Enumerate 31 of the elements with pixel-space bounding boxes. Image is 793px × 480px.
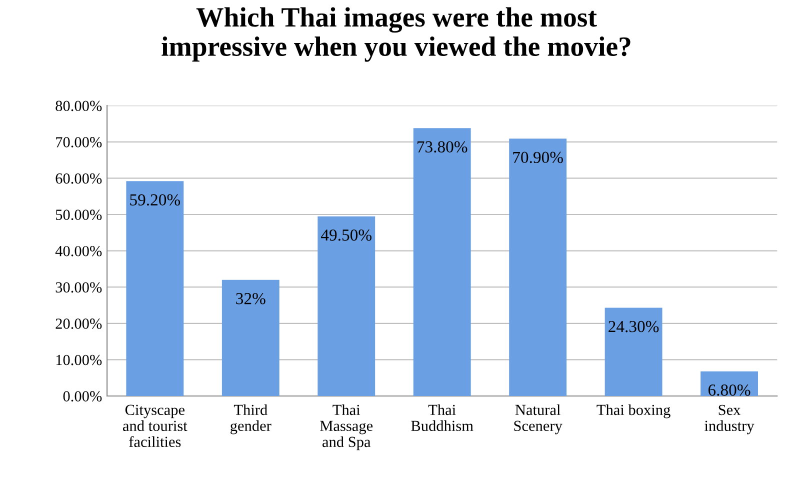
y-tick-label: 70.00% xyxy=(56,137,102,148)
x-tick-label: Thai boxing xyxy=(596,404,670,418)
y-tick-label: 10.00% xyxy=(56,354,102,366)
x-tick-label: Sex industry xyxy=(704,404,754,434)
y-tick-label: 60.00% xyxy=(56,173,102,184)
y-tick-label: 80.00% xyxy=(56,100,102,112)
bar xyxy=(700,371,758,396)
bar xyxy=(222,280,280,396)
x-tick-label: Thai Massage and Spa xyxy=(320,404,373,450)
y-tick-label: 20.00% xyxy=(56,318,102,329)
data-label: 73.80% xyxy=(418,141,468,153)
x-tick-label: Natural Scenery xyxy=(514,404,562,434)
y-tick-label: 0.00% xyxy=(63,391,102,402)
y-tick-label: 50.00% xyxy=(56,210,102,220)
data-label: 59.20% xyxy=(130,194,180,206)
x-tick-label: Thai Buddhism xyxy=(411,404,474,432)
y-tick-label: 30.00% xyxy=(56,282,102,293)
bar xyxy=(604,308,662,396)
y-tick-label: 40.00% xyxy=(55,246,102,256)
bar xyxy=(318,216,376,396)
bar xyxy=(126,181,184,396)
data-label: 49.50% xyxy=(321,229,372,241)
data-label: 6.80% xyxy=(708,384,750,396)
data-label: 70.90% xyxy=(513,152,563,164)
chart-title: Which Thai images were the most impressive when you viewed the movie? xyxy=(162,7,630,62)
x-tick-label: Cityscape and tourist facilities xyxy=(122,404,188,448)
bar xyxy=(509,138,567,396)
x-tick-label: Third gender xyxy=(230,404,272,434)
bar xyxy=(413,128,471,396)
data-label: 32% xyxy=(236,292,266,304)
data-label: 24.30% xyxy=(608,320,659,332)
